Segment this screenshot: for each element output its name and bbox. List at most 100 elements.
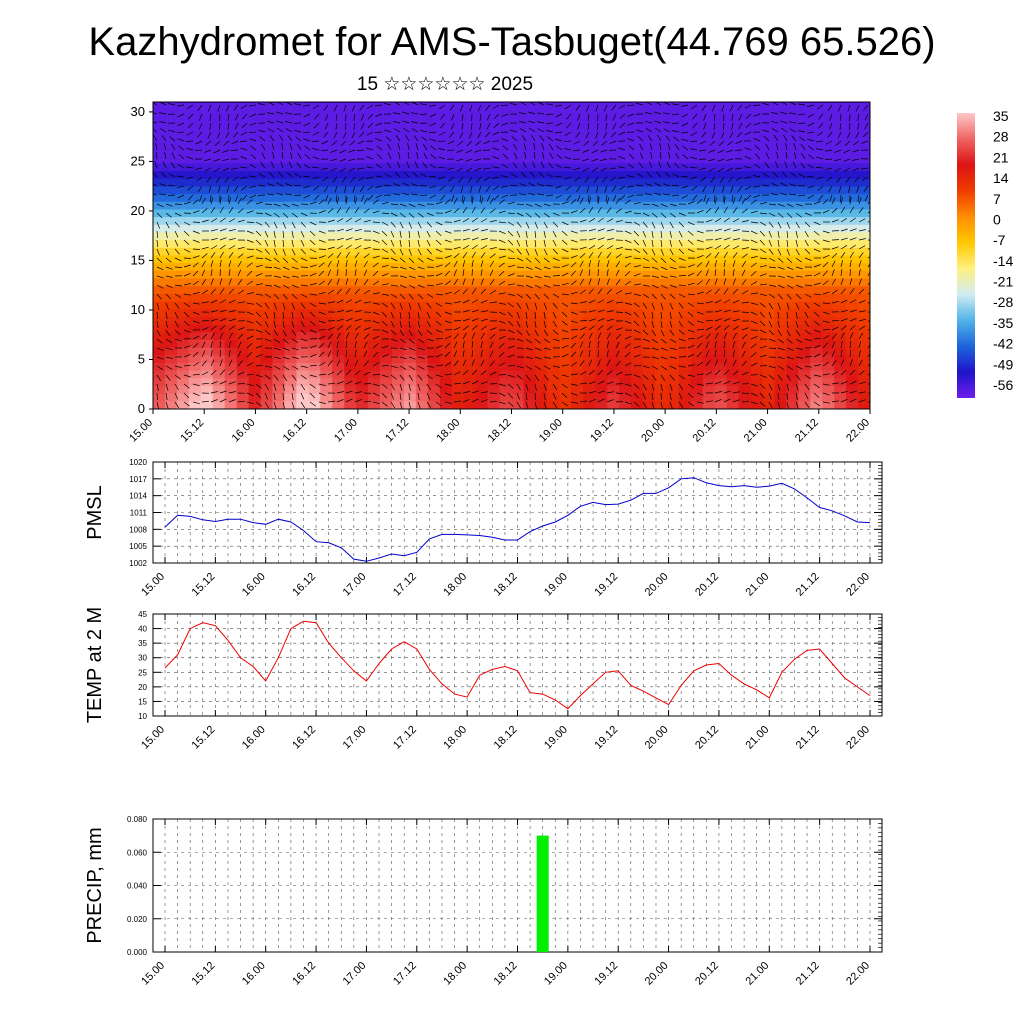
heatmap-cell <box>212 301 226 310</box>
wind-barb <box>406 161 410 169</box>
wind-barb <box>273 248 278 256</box>
heatmap-cell <box>798 255 811 264</box>
heatmap-cell <box>356 109 369 118</box>
wind-barb <box>687 230 694 236</box>
wind-barb <box>318 210 326 214</box>
wind-barb <box>723 332 728 340</box>
heatmap-cell <box>619 109 632 118</box>
wind-barb <box>165 392 168 400</box>
wind-barb <box>411 112 419 115</box>
wind-barb <box>165 239 168 247</box>
wind-barb <box>462 318 470 322</box>
wind-barb <box>678 365 686 368</box>
wind-barb <box>597 398 605 403</box>
heatmap-cell <box>212 370 226 379</box>
wind-barb <box>255 392 262 399</box>
wind-barb <box>255 272 263 277</box>
wind-barb <box>210 218 218 223</box>
heatmap-cell <box>427 224 441 234</box>
wind-barb <box>335 113 338 121</box>
wind-barb <box>345 299 353 304</box>
wind-barb <box>232 176 239 182</box>
wind-barb <box>282 329 287 337</box>
heatmap-cell <box>320 178 333 188</box>
wind-barb <box>705 253 712 259</box>
heatmap-cell <box>284 171 297 180</box>
wind-barb <box>210 197 214 205</box>
heatmap-cell <box>666 186 680 195</box>
heatmap-cell <box>523 240 536 249</box>
heatmap-cell <box>200 117 214 126</box>
heatmap-cell <box>415 217 429 226</box>
heatmap-cell <box>176 309 190 318</box>
wind-barb <box>543 302 548 310</box>
heatmap-cell <box>631 378 644 387</box>
heatmap-cell <box>511 339 525 349</box>
wind-barb <box>456 158 464 162</box>
wind-barb <box>223 140 230 146</box>
heatmap-cell <box>296 270 309 280</box>
wind-barb <box>745 194 752 201</box>
heatmap-cell <box>678 186 692 195</box>
heatmap-cell <box>320 270 333 280</box>
wind-barb <box>156 221 161 229</box>
wind-barb <box>282 248 286 256</box>
wind-barb <box>723 341 726 349</box>
wind-barb <box>732 278 736 286</box>
heatmap-cell <box>427 362 441 372</box>
heatmap-cell <box>535 186 548 195</box>
heatmap-cell <box>631 194 644 203</box>
heatmap-cell <box>631 385 644 395</box>
wind-barb <box>566 122 572 129</box>
wind-barb <box>552 383 558 390</box>
wind-barb <box>732 381 740 385</box>
heatmap-cell <box>523 194 536 203</box>
wind-barb <box>705 246 713 250</box>
wind-barb <box>606 359 611 367</box>
heatmap-cell <box>236 278 250 287</box>
heatmap-cell <box>392 301 405 310</box>
heatmap-cell <box>153 140 166 149</box>
heatmap-cell <box>798 316 811 326</box>
heatmap-cell <box>571 132 584 141</box>
heatmap-cell <box>164 278 178 287</box>
heatmap-cell <box>762 102 775 111</box>
wind-barb <box>786 311 788 320</box>
heatmap-cell <box>571 301 584 310</box>
heatmap-cell <box>487 270 501 280</box>
heatmap-cell <box>511 109 525 118</box>
heatmap-cell <box>380 339 393 349</box>
heatmap-cell <box>176 355 190 364</box>
wind-barb <box>528 120 536 124</box>
heatmap-cell <box>583 301 596 310</box>
heatmap-cell <box>212 255 226 264</box>
heatmap-cell <box>403 224 417 234</box>
wind-barb <box>240 104 248 109</box>
wind-barb <box>255 221 263 226</box>
heatmap-cell <box>296 286 309 295</box>
heatmap-cell <box>368 109 381 118</box>
heatmap-cell <box>619 117 632 126</box>
heatmap-cell <box>487 401 501 409</box>
wind-barb <box>397 143 401 151</box>
wind-barb <box>219 341 222 349</box>
heatmap-cell <box>188 117 202 126</box>
heatmap-cell <box>415 347 429 356</box>
wind-barb <box>543 266 551 270</box>
heatmap-cell <box>248 286 262 295</box>
wind-barb <box>234 122 239 130</box>
heatmap-cell <box>523 232 536 241</box>
wind-barb <box>759 383 766 389</box>
wind-barb <box>633 221 641 226</box>
heatmap-cell <box>726 109 740 118</box>
heatmap-cell <box>595 163 608 172</box>
wind-barb <box>318 199 325 205</box>
wind-barb <box>714 260 718 268</box>
heatmap-cell <box>678 102 692 111</box>
heatmap-cell <box>439 209 453 218</box>
wind-barb <box>525 212 532 218</box>
heatmap-cell <box>164 309 178 318</box>
wind-barb <box>588 269 591 277</box>
heatmap-cell <box>188 148 202 157</box>
heatmap-cell <box>415 240 429 249</box>
